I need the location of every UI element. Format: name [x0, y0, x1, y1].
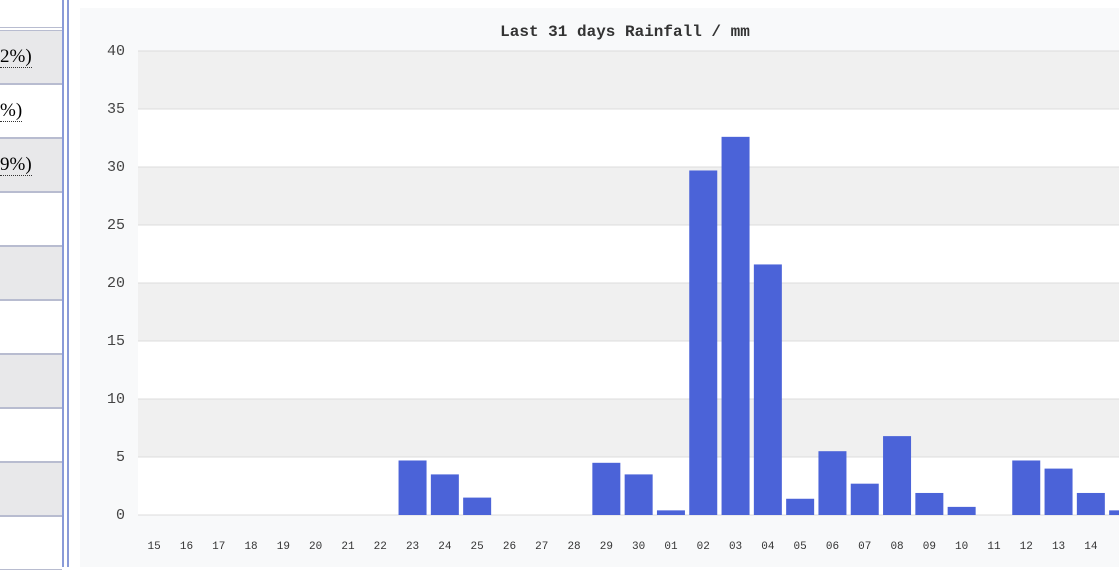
bar — [818, 451, 847, 515]
y-tick-label: 0 — [116, 507, 125, 524]
y-tick-label: 40 — [107, 43, 125, 60]
x-tick-label: 12 — [1020, 541, 1033, 553]
y-tick-label: 5 — [116, 449, 125, 466]
x-tick-label: 17 — [212, 541, 225, 553]
grid-band — [138, 341, 1119, 399]
side-cell — [0, 192, 62, 246]
x-tick-label: 13 — [1052, 541, 1065, 553]
side-text: %) — [0, 100, 23, 122]
bar — [1109, 510, 1119, 515]
side-cell: %) — [0, 84, 62, 138]
side-cell: 9%) — [0, 138, 62, 192]
x-tick-label: 07 — [858, 541, 871, 553]
side-cell — [0, 462, 62, 516]
x-tick-label: 28 — [567, 541, 580, 553]
x-tick-label: 21 — [341, 541, 355, 553]
x-tick-label: 08 — [890, 541, 903, 553]
grid-band — [138, 283, 1119, 341]
side-cell: 2%) — [0, 30, 62, 84]
chart-title: Last 31 days Rainfall / mm — [500, 23, 750, 41]
x-tick-label: 11 — [987, 541, 1001, 553]
bar — [850, 483, 879, 515]
bar — [1012, 460, 1041, 515]
x-tick-label: 24 — [438, 541, 452, 553]
x-tick-label: 02 — [697, 541, 710, 553]
side-cell — [0, 408, 62, 462]
x-tick-label: 30 — [632, 541, 645, 553]
side-cell — [0, 354, 62, 408]
bar — [463, 497, 492, 515]
side-text: 9%) — [0, 154, 32, 176]
x-tick-label: 29 — [600, 541, 613, 553]
divider — [62, 0, 69, 567]
x-tick-label: 04 — [761, 541, 775, 553]
x-tick-label: 26 — [503, 541, 516, 553]
bar — [1076, 492, 1105, 515]
x-tick-label: 14 — [1084, 541, 1098, 553]
bar — [398, 460, 427, 515]
y-tick-label: 15 — [107, 333, 125, 350]
x-tick-label: 16 — [180, 541, 193, 553]
x-tick-label: 19 — [277, 541, 290, 553]
x-tick-label: 18 — [244, 541, 257, 553]
bar — [689, 170, 718, 516]
grid-band — [138, 399, 1119, 457]
x-tick-label: 06 — [826, 541, 839, 553]
bar — [430, 474, 459, 515]
y-tick-label: 30 — [107, 159, 125, 176]
bar — [656, 510, 685, 515]
x-tick-label: 27 — [535, 541, 548, 553]
grid-band — [138, 109, 1119, 167]
x-tick-label: 05 — [794, 541, 807, 553]
x-tick-label: 25 — [471, 541, 484, 553]
y-tick-label: 35 — [107, 101, 125, 118]
grid-band — [138, 167, 1119, 225]
grid-band — [138, 225, 1119, 283]
y-tick-label: 10 — [107, 391, 125, 408]
x-tick-label: 20 — [309, 541, 322, 553]
bar — [915, 492, 944, 515]
x-tick-label: 10 — [955, 541, 968, 553]
bar — [786, 498, 815, 515]
y-tick-label: 25 — [107, 217, 125, 234]
x-tick-label: 22 — [374, 541, 387, 553]
bar — [592, 462, 621, 515]
side-cell — [0, 246, 62, 300]
bar — [624, 474, 653, 515]
bar — [753, 264, 782, 515]
x-tick-label: 01 — [664, 541, 678, 553]
y-tick-label: 20 — [107, 275, 125, 292]
bar — [947, 506, 976, 515]
bar — [883, 436, 912, 515]
grid-band — [138, 51, 1119, 109]
bar — [1044, 468, 1073, 515]
side-cell — [0, 300, 62, 354]
x-tick-label: 03 — [729, 541, 742, 553]
side-text: 2%) — [0, 46, 32, 68]
x-tick-label: 23 — [406, 541, 419, 553]
bar — [721, 136, 750, 515]
side-cell — [0, 0, 62, 28]
x-tick-label: 15 — [148, 541, 161, 553]
x-tick-label: 09 — [923, 541, 936, 553]
